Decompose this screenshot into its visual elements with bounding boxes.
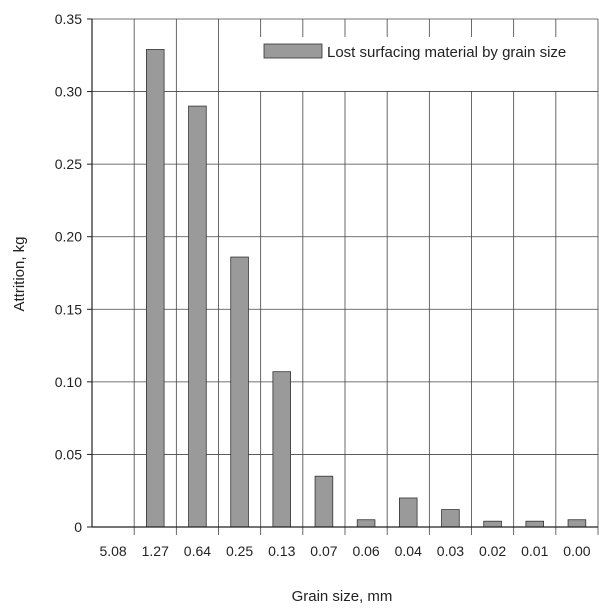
x-tick-label: 0.25 [226,543,253,559]
bar [567,519,587,528]
bar [188,105,207,528]
bar [483,520,502,528]
y-tick-label: 0.10 [55,374,82,390]
x-tick-label: 0.03 [437,543,464,559]
bar [398,497,418,528]
x-tick-label: 0.02 [479,543,506,559]
x-axis-title: Grain size, mm [292,588,393,605]
axes [91,19,598,528]
y-tick-label: 0.20 [55,229,82,245]
bar [145,49,165,528]
x-tick-label: 0.00 [563,543,590,559]
bar [525,520,545,528]
bar [314,475,334,528]
y-axis-title: Attrition, kg [11,236,28,311]
y-tick-labels: 0 0.05 0.10 0.15 0.20 0.25 0.30 0.35 [55,11,92,535]
x-tick-labels: 5.08 1.27 0.64 0.25 0.13 0.07 0.06 0.04 0.03 0.02… [99,543,590,559]
y-tick-label: 0 [74,519,82,535]
grid [92,18,599,535]
x-tick-label: 0.13 [268,543,295,559]
legend-label: Lost surfacing material by grain size [327,44,566,61]
y-tick-label: 0.30 [55,84,82,100]
y-tick-label: 0.25 [55,156,82,172]
y-tick-label: 0.35 [55,11,82,27]
x-tick-label: 1.27 [142,543,169,559]
x-tick-label: 0.64 [184,543,211,559]
bar [441,509,460,528]
x-tick-label: 0.01 [521,543,548,559]
legend-swatch [263,43,323,59]
x-tick-label: 0.06 [352,543,379,559]
bars [145,49,587,528]
x-tick-label: 0.07 [310,543,337,559]
legend: Lost surfacing material by grain size [259,37,597,91]
y-tick-label: 0.05 [55,446,82,462]
y-tick-label: 0.15 [55,301,82,317]
bar [356,519,376,528]
bar [230,256,249,528]
bar [272,371,292,528]
x-tick-label: 0.04 [395,543,422,559]
x-tick-label: 5.08 [99,543,126,559]
